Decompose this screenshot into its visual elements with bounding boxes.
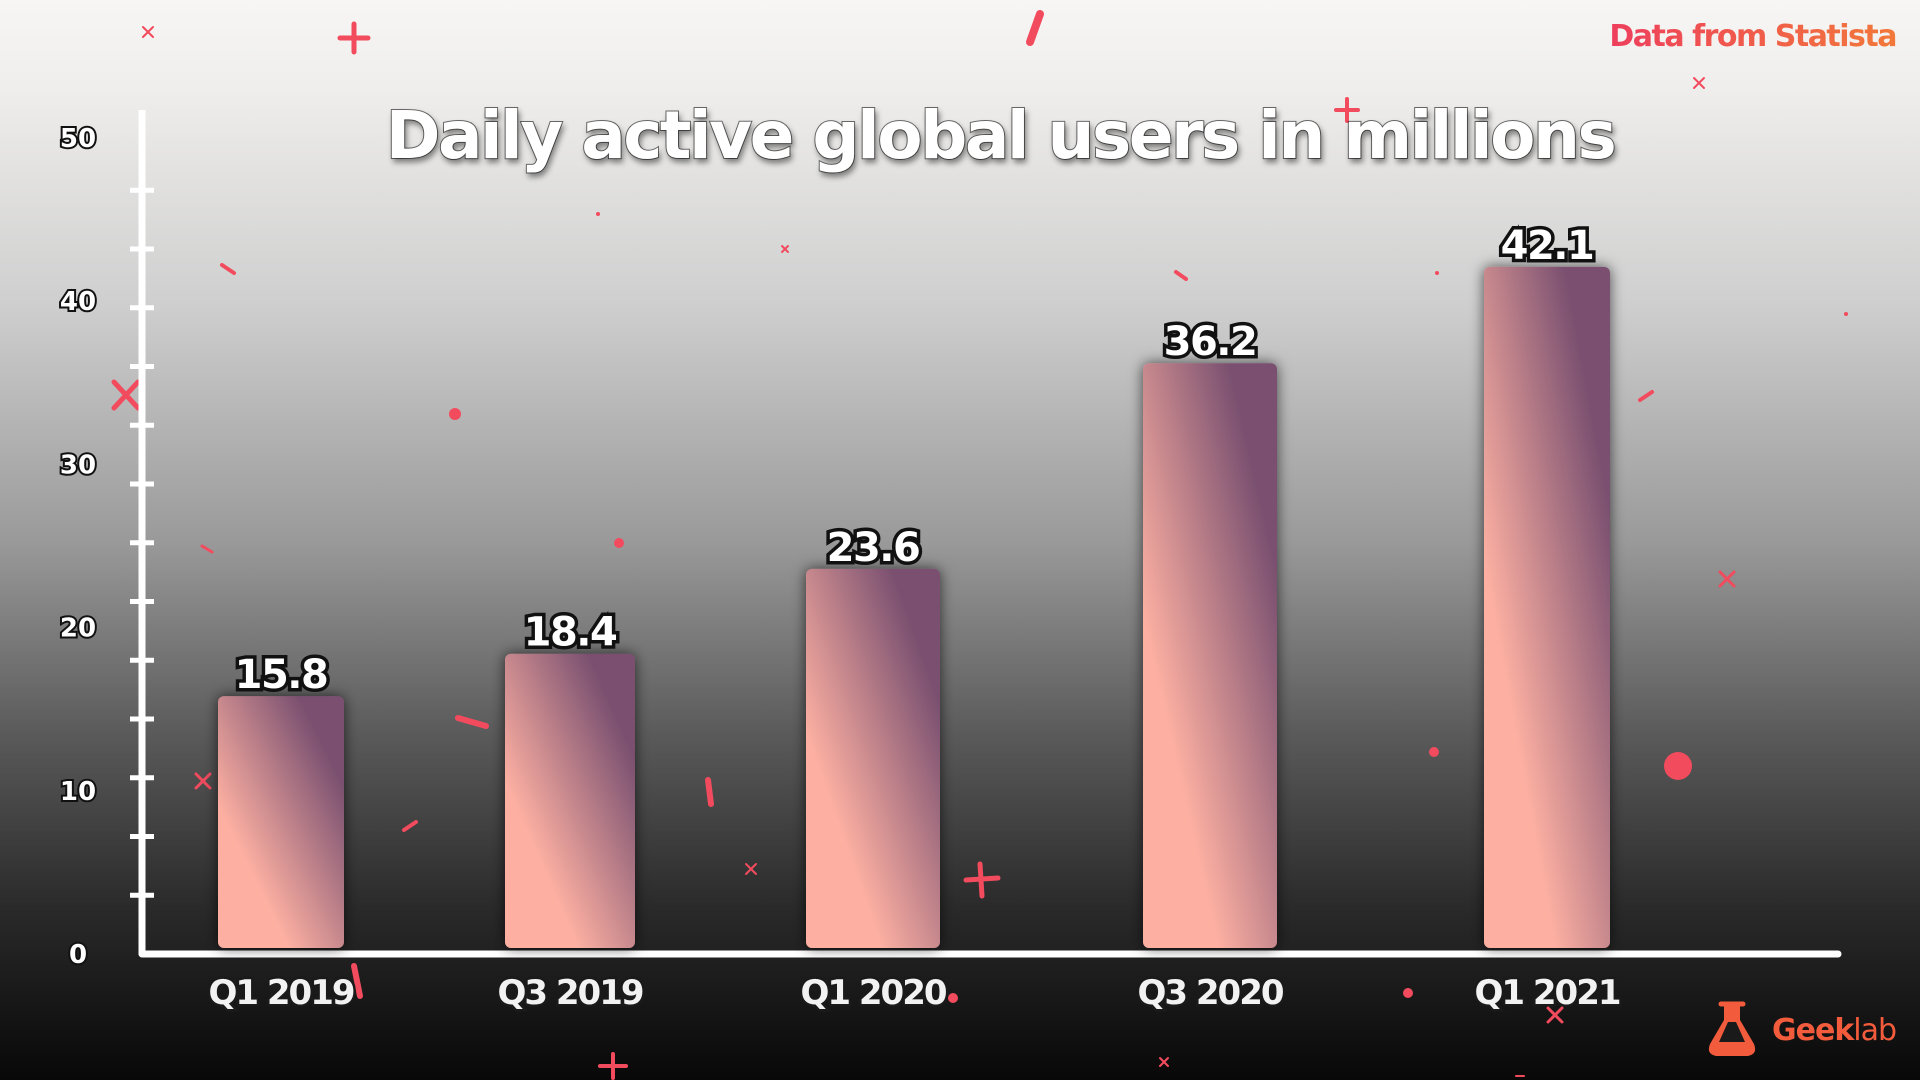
source-note: Data from Statista	[1609, 19, 1896, 54]
brand-name-bold: Geek	[1772, 1013, 1855, 1048]
bar-q1-2020	[806, 568, 940, 948]
y-tick-label: 30	[60, 450, 96, 480]
y-tick-label: 10	[60, 777, 96, 807]
bar-q3-2019	[505, 653, 635, 948]
y-tick-label: 0	[69, 940, 87, 970]
data-labels: 15.8 18.4 23.6 36.2 42.1	[231, 219, 1598, 701]
y-tick-labels: 0 10 20 30 40 50	[58, 122, 98, 972]
data-label: 23.6	[827, 525, 920, 571]
x-tick-label: Q1 2020	[800, 973, 946, 1013]
y-tick-label: 20	[60, 614, 96, 644]
y-tick-label: 40	[60, 287, 96, 317]
x-tick-label: Q3 2020	[1137, 973, 1283, 1013]
x-tick-labels: Q1 2019 Q3 2019 Q1 2020 Q3 2020 Q1 2021	[206, 971, 1624, 1016]
data-label: 36.2	[1164, 319, 1257, 365]
bars-group	[218, 266, 1610, 949]
data-label: 15.8	[235, 652, 328, 698]
data-label: 18.4	[524, 610, 617, 656]
y-tick-label: 50	[60, 124, 96, 154]
bar-q3-2020	[1143, 363, 1277, 948]
brand-logo: Geeklab	[1708, 1001, 1897, 1056]
data-label: 42.1	[1501, 223, 1594, 269]
brand-name-light: lab	[1853, 1013, 1896, 1048]
x-tick-label: Q1 2021	[1474, 973, 1619, 1013]
brand-name: Geeklab	[1772, 1013, 1896, 1048]
x-tick-label: Q3 2019	[497, 973, 642, 1013]
y-axis-ticks	[130, 187, 154, 898]
bar-q1-2019	[218, 696, 344, 948]
y-axis: 0 10 20 30 40 50	[58, 110, 154, 972]
confetti-decoration	[111, 10, 1848, 1080]
flask-icon	[1708, 1001, 1756, 1056]
x-tick-label: Q1 2019	[208, 973, 353, 1013]
bar-q1-2021	[1484, 266, 1610, 949]
chart-title: Daily active global users in millions	[386, 97, 1615, 174]
